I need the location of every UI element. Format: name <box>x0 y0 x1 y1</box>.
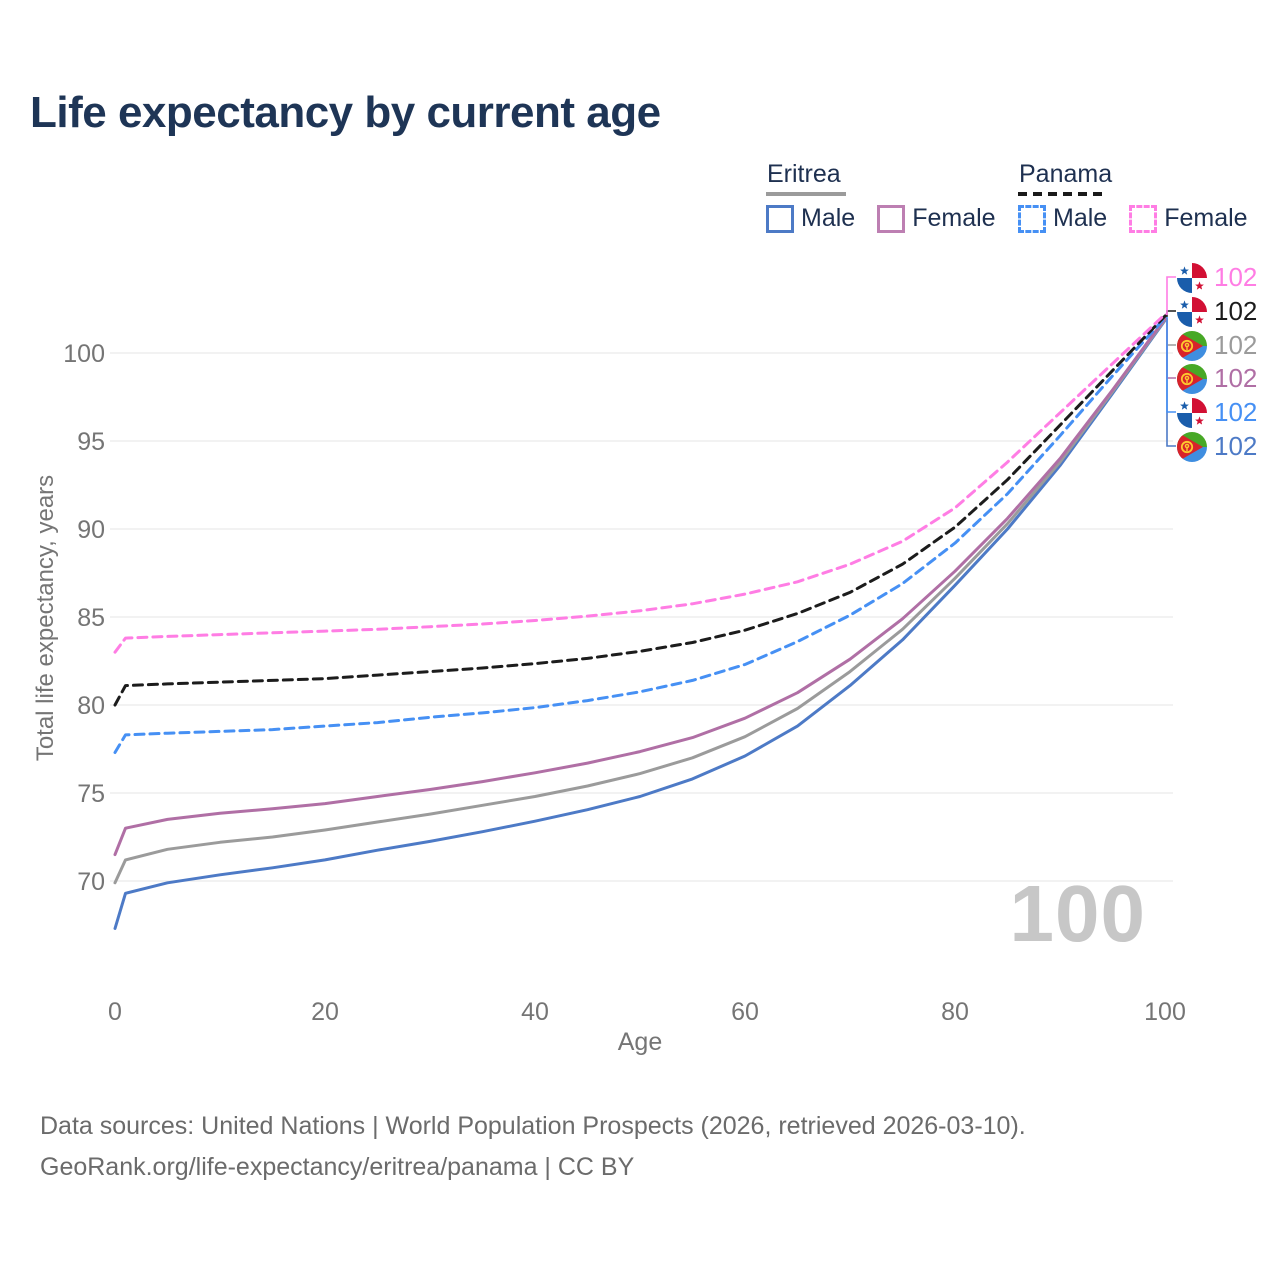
legend-country-eritrea: Eritrea <box>767 160 841 188</box>
footer-attribution: GeoRank.org/life-expectancy/eritrea/pana… <box>40 1153 635 1181</box>
x-tick-label: 60 <box>731 998 759 1026</box>
end-label-panama-male: 102 <box>1177 397 1257 428</box>
eritrea-linestyle-swatch <box>766 192 846 196</box>
panama-linestyle-swatch <box>1018 192 1108 196</box>
end-label-connector <box>1165 276 1176 316</box>
legend-group-eritrea: Eritrea Male Female <box>766 160 996 233</box>
legend-group-panama: Panama Male Female <box>1018 160 1248 233</box>
end-value-label: 102 <box>1214 296 1258 326</box>
eritrea-flag-icon <box>1177 330 1207 361</box>
x-tick-label: 20 <box>311 998 339 1026</box>
panama-male-swatch <box>1018 204 1046 233</box>
end-value-label: 102 <box>1214 397 1258 427</box>
panama-flag-icon <box>1177 397 1207 428</box>
end-label-panama-female: 102 <box>1177 262 1257 293</box>
x-tick-label: 0 <box>108 998 122 1026</box>
legend-item-eritrea-male[interactable]: Male <box>766 204 855 233</box>
eritrea-female-swatch <box>877 204 906 233</box>
legend-item-panama-female[interactable]: Female <box>1129 204 1248 233</box>
series-line-panama-male[interactable] <box>113 316 1167 754</box>
end-value-label: 102 <box>1214 330 1258 360</box>
legend-country-panama: Panama <box>1019 160 1113 188</box>
series-line-eritrea-male[interactable] <box>113 318 1167 930</box>
eritrea-male-swatch <box>766 204 794 233</box>
x-axis-title: Age <box>617 1028 663 1056</box>
panama-flag-icon <box>1177 262 1207 293</box>
eritrea-flag-icon <box>1177 431 1207 462</box>
y-tick-label: 80 <box>77 692 105 720</box>
end-label-eritrea-male: 102 <box>1177 431 1257 462</box>
panama-flag-icon <box>1177 296 1207 327</box>
x-tick-label: 80 <box>941 998 969 1026</box>
eritrea-flag-icon <box>1177 363 1207 394</box>
y-tick-label: 90 <box>77 516 105 544</box>
series-line-panama-both[interactable] <box>113 314 1167 707</box>
y-tick-label: 70 <box>77 868 105 896</box>
series-line-panama-female[interactable] <box>113 312 1167 654</box>
x-tick-label: 100 <box>1144 998 1186 1026</box>
x-tick-label: 40 <box>521 998 549 1026</box>
legend-item-label: Male <box>801 204 856 232</box>
y-tick-label: 100 <box>63 340 105 368</box>
end-label-panama-both: 102 <box>1177 296 1257 327</box>
panama-female-swatch <box>1129 204 1158 233</box>
y-axis-title: Total life expectancy, years <box>32 474 59 762</box>
end-label-connector <box>1165 318 1176 346</box>
end-value-label: 102 <box>1214 262 1258 292</box>
end-label-eritrea-both: 102 <box>1177 330 1257 361</box>
legend-item-panama-male[interactable]: Male <box>1018 204 1107 233</box>
legend-item-label: Female <box>1164 204 1248 232</box>
legend-item-label: Female <box>912 204 996 232</box>
footer-data-sources: Data sources: United Nations | World Pop… <box>40 1112 1026 1140</box>
y-tick-label: 75 <box>77 780 105 808</box>
y-tick-label: 85 <box>77 604 105 632</box>
end-value-label: 102 <box>1214 363 1258 393</box>
series-line-eritrea-both[interactable] <box>113 318 1167 885</box>
end-label-connector <box>1165 310 1176 317</box>
chart-title: Life expectancy by current age <box>30 88 661 137</box>
end-label-connector <box>1165 319 1176 447</box>
footer: Data sources: United Nations | World Pop… <box>40 1106 1026 1188</box>
series-line-eritrea-female[interactable] <box>113 317 1167 857</box>
hovered-age-watermark: 100 <box>1009 869 1146 958</box>
y-tick-label: 95 <box>77 428 105 456</box>
legend-item-label: Male <box>1053 204 1108 232</box>
end-label-connector <box>1165 317 1176 379</box>
end-label-eritrea-female: 102 <box>1177 363 1257 394</box>
end-label-connector <box>1165 317 1176 413</box>
legend-item-eritrea-female[interactable]: Female <box>877 204 996 233</box>
end-value-label: 102 <box>1214 431 1258 461</box>
